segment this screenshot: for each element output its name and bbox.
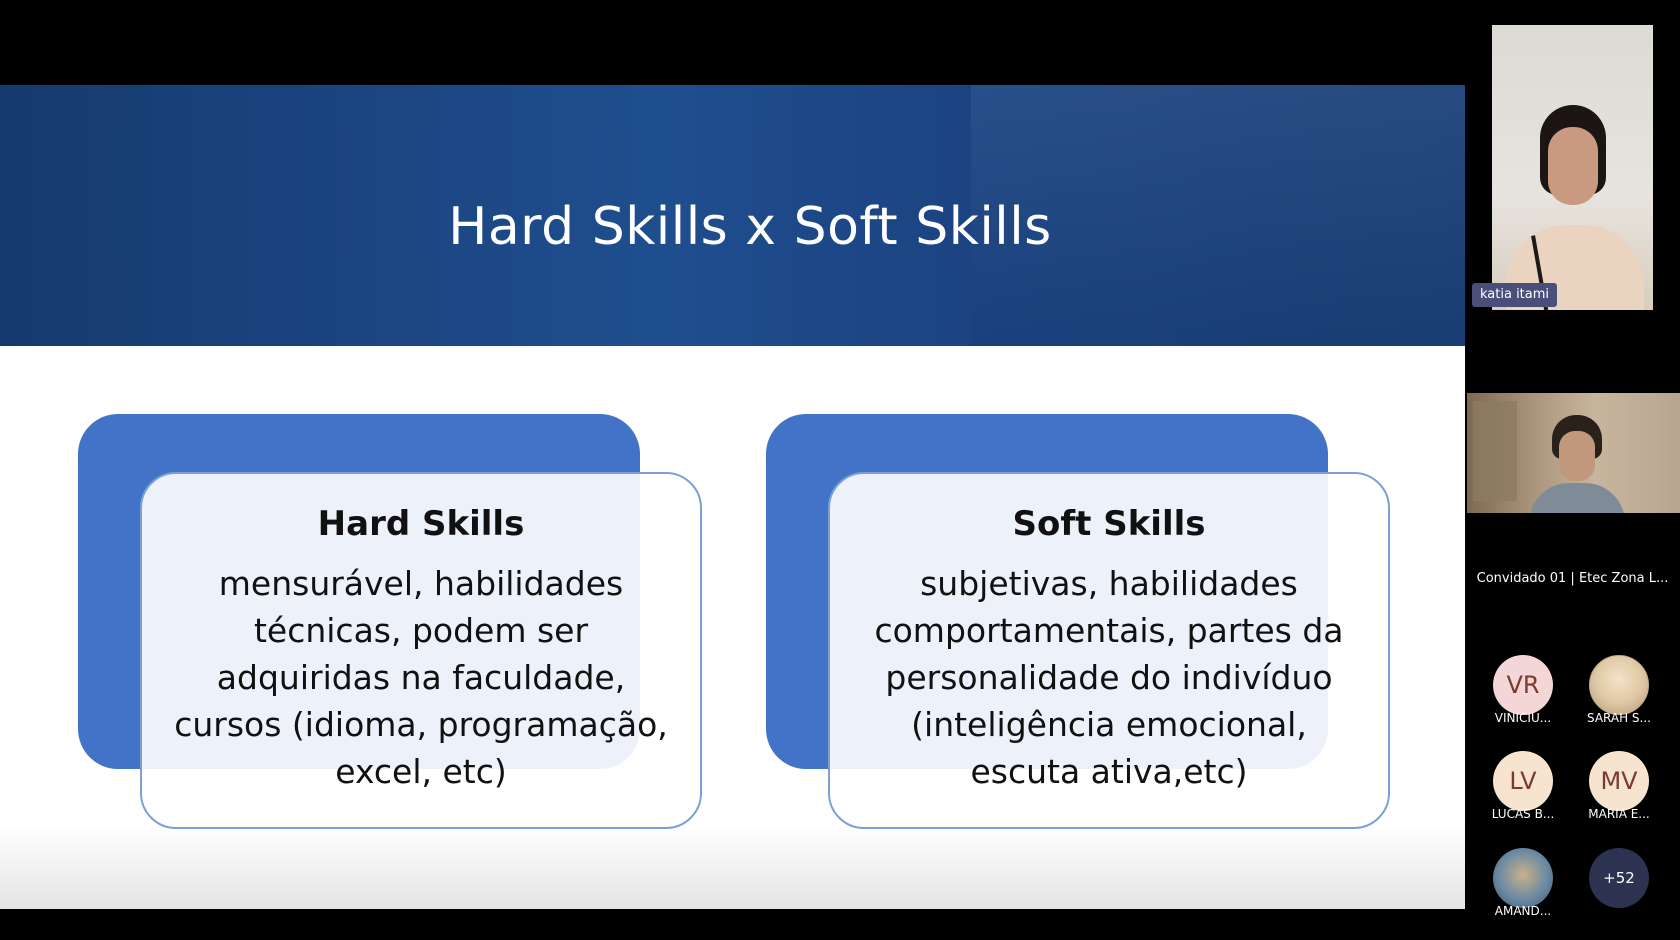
speaker-video-tile[interactable] [1492,25,1653,310]
slide-header: Hard Skills x Soft Skills [0,85,1465,346]
participant-name: SARAH S... [1586,711,1651,725]
participant-avatar[interactable]: LV [1493,751,1553,811]
hard-skills-title: Hard Skills [317,504,525,544]
hard-skills-line: adquiridas na faculdade, [216,658,626,697]
soft-skills-line: subjetivas, habilidades [920,564,1298,603]
participant-name: LUCAS B... [1491,807,1555,821]
slide-title: Hard Skills x Soft Skills [448,197,1052,257]
more-participants-button[interactable]: +52 [1589,848,1649,908]
participant-avatar[interactable]: VR [1493,655,1553,715]
hard-skills-card: Hard Skills mensurável, habilidades técn… [140,472,702,829]
soft-skills-line: (inteligência emocional, [911,705,1307,744]
participant-name: MARIA E... [1588,807,1650,821]
soft-skills-title: Soft Skills [1012,504,1206,544]
participant-name: AMAND... [1494,904,1552,918]
shared-slide: Hard Skills x Soft Skills Hard Skills me… [0,85,1465,909]
hard-skills-line: mensurável, habilidades [218,564,624,603]
participant-name: VINICIU... [1494,711,1552,725]
hard-skills-line: técnicas, podem ser [253,611,589,650]
participants-panel: katia itami Convidado 01 | Etec Zona L..… [1465,0,1680,940]
guest-face [1559,431,1595,481]
speaker-name-tag: katia itami [1472,283,1558,307]
participant-avatar[interactable]: MV [1589,751,1649,811]
guest-name-label: Convidado 01 | Etec Zona L... [1476,571,1669,586]
hard-skills-line: cursos (idioma, programação, [174,705,668,744]
soft-skills-line: escuta ativa,etc) [970,752,1248,791]
participant-avatar-image[interactable] [1589,655,1649,715]
participant-avatar-image[interactable] [1493,848,1553,908]
soft-skills-line: personalidade do indivíduo [885,658,1333,697]
slide-footer-shade [0,825,1465,909]
guest-video-tile[interactable] [1467,393,1680,513]
header-band [971,85,1465,346]
guest-body [1529,483,1625,513]
soft-skills-card: Soft Skills subjetivas, habilidades comp… [828,472,1390,829]
soft-skills-description: subjetivas, habilidades comportamentais,… [848,560,1370,795]
speaker-face [1548,127,1598,205]
hard-skills-line: excel, etc) [335,752,507,791]
hard-skills-description: mensurável, habilidades técnicas, podem … [160,560,682,795]
guest-background-window [1473,401,1517,501]
soft-skills-line: comportamentais, partes da [874,611,1344,650]
